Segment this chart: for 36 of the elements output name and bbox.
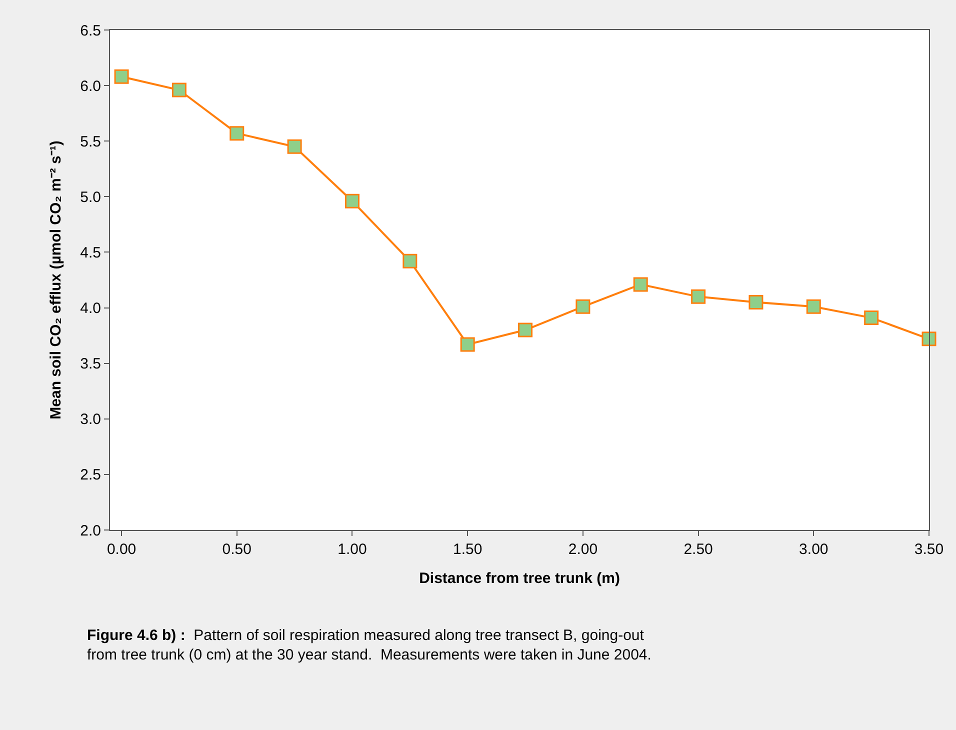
y-tick-label: 5.5 <box>80 133 101 150</box>
y-tick-label: 5.0 <box>80 188 101 206</box>
x-tick-label: 2.00 <box>568 541 598 558</box>
y-tick-label: 6.0 <box>80 78 101 95</box>
y-tick-label: 2.5 <box>80 466 101 484</box>
y-tick-label: 4.0 <box>80 300 101 318</box>
x-tick-label: 2.50 <box>684 541 713 558</box>
point <box>114 69 129 84</box>
point <box>172 82 186 98</box>
point <box>230 126 244 141</box>
y-tick-label: 2.0 <box>80 522 101 540</box>
point <box>748 294 764 310</box>
point <box>460 337 475 352</box>
x-tick-label: 0.50 <box>222 541 252 558</box>
x-tick-label: 3.00 <box>799 541 828 558</box>
x-tick-label: 3.50 <box>914 541 944 558</box>
x-tick-label: 0.00 <box>106 541 136 558</box>
x-tick-label: 1.00 <box>338 541 367 558</box>
y-tick-label: 6.5 <box>80 22 101 40</box>
point <box>922 332 936 346</box>
point <box>402 254 418 268</box>
point <box>344 194 360 208</box>
y-tick-label: 3.0 <box>80 411 101 428</box>
y-axis-title: Mean soil CO₂ efflux (µmol CO₂ m⁻² s⁻¹) <box>47 140 64 420</box>
x-tick-label: 1.50 <box>452 541 482 558</box>
point <box>576 299 590 314</box>
point <box>518 322 533 338</box>
x-axis-title: Distance from tree trunk (m) <box>419 570 620 587</box>
point <box>864 310 879 326</box>
point <box>633 277 648 292</box>
y-tick-label: 3.5 <box>80 356 101 373</box>
caption: Figure 4.6 b) : Pattern of soil respiration measured along tree transect B, going-out from tree trunk (0 cm) at the 30 year stand. Measurements were taken in June 2004. <box>87 627 652 664</box>
point <box>287 139 302 154</box>
point <box>806 299 821 314</box>
y-tick-label: 4.5 <box>80 244 101 262</box>
point <box>691 289 706 304</box>
